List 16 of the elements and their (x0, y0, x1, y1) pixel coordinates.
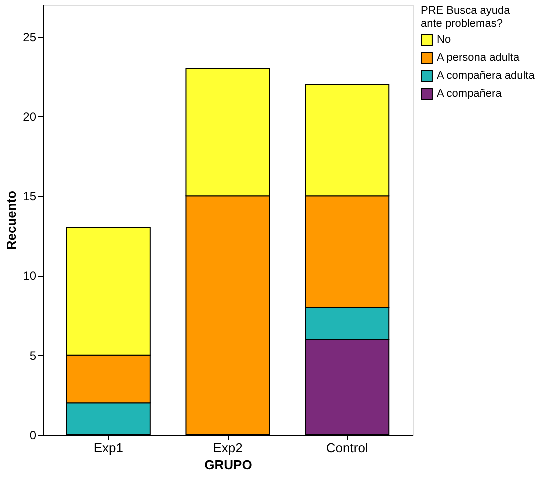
legend-label: A compañera adulta (437, 70, 536, 82)
x-axis-title: GRUPO (204, 458, 252, 472)
legend-label: No (437, 34, 452, 46)
x-tick-label: Exp1 (94, 440, 124, 456)
y-tick-label: 10 (23, 269, 37, 284)
x-tick-label: Exp2 (213, 440, 243, 456)
y-tick-label: 5 (30, 348, 37, 363)
y-tick-label: 15 (23, 190, 37, 204)
legend-label: A compañera (437, 88, 503, 100)
y-tick-label: 25 (23, 30, 37, 44)
y-tick-label: 0 (30, 428, 37, 442)
y-tick-label: 20 (23, 110, 37, 124)
y-axis-title: Recuento (4, 190, 20, 250)
legend-label: A persona adulta (437, 52, 520, 64)
legend-title: PRE Busca ayuda ante problemas? (421, 5, 512, 30)
x-tick-label: Control (326, 440, 368, 456)
